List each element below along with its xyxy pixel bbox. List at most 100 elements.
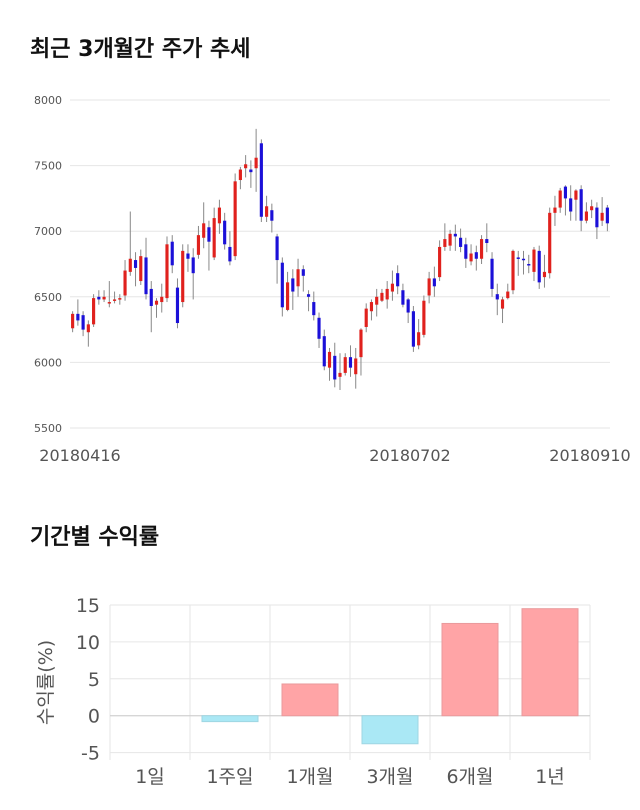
candle-body xyxy=(469,253,473,262)
candle-body xyxy=(107,302,111,304)
candle-body xyxy=(590,206,594,211)
candle-body xyxy=(149,288,153,306)
candle-body xyxy=(500,299,505,309)
candle-body xyxy=(280,262,284,308)
candle-body xyxy=(380,292,384,301)
candle-body xyxy=(160,296,164,303)
y-axis-label: 수익률(%) xyxy=(35,640,57,725)
candle-body xyxy=(563,186,568,199)
y-tick-label: 8000 xyxy=(34,94,62,107)
candle-body xyxy=(348,357,353,368)
candle-body xyxy=(548,212,552,274)
candle-body xyxy=(196,235,201,255)
x-category-label: 1일 xyxy=(135,766,165,788)
candle-body xyxy=(327,351,332,368)
candle-body xyxy=(354,358,358,375)
candle-body xyxy=(233,181,237,257)
x-category-label: 1주일 xyxy=(206,766,253,788)
candle-body xyxy=(144,257,148,295)
candle-body xyxy=(238,169,242,181)
candle-body xyxy=(574,190,578,200)
candle-body xyxy=(286,282,290,310)
candle-body xyxy=(228,246,232,262)
candle-body xyxy=(479,239,484,259)
candle-body xyxy=(270,210,274,221)
candle-body xyxy=(249,169,253,173)
candle-body xyxy=(223,220,227,245)
return-bar xyxy=(201,715,259,723)
candle-body xyxy=(558,190,562,208)
candle-body xyxy=(453,233,457,237)
candle-body xyxy=(170,241,174,266)
candle-body xyxy=(317,317,321,339)
candle-body xyxy=(427,278,431,296)
candle-body xyxy=(322,336,326,367)
y-tick-label: 7000 xyxy=(34,225,62,238)
candle-body xyxy=(553,207,557,213)
candle-body xyxy=(369,302,374,312)
candle-body xyxy=(542,271,547,278)
candle-body xyxy=(359,329,363,358)
candle-body xyxy=(244,164,248,169)
y-tick-label: 6500 xyxy=(34,291,62,304)
candle-body xyxy=(532,249,536,272)
x-category-label: 1개월 xyxy=(286,766,333,788)
candle-body xyxy=(375,296,379,305)
candle-body xyxy=(516,257,520,259)
y-tick-label: -5 xyxy=(81,743,100,765)
candle-body xyxy=(579,189,583,221)
candle-body xyxy=(265,206,269,217)
candle-body xyxy=(411,311,415,347)
candle-body xyxy=(154,300,159,305)
candle-body xyxy=(71,313,75,329)
x-category-label: 3개월 xyxy=(366,766,413,788)
candle-body xyxy=(511,250,515,291)
candle-body xyxy=(123,270,127,296)
candle-body xyxy=(485,239,489,244)
y-tick-label: 7500 xyxy=(34,160,62,173)
candle-body xyxy=(495,294,499,300)
candle-body xyxy=(422,300,426,335)
return-bar xyxy=(281,683,339,717)
candle-body xyxy=(76,313,80,321)
x-tick-label: 20180910 xyxy=(549,446,630,465)
candle-body xyxy=(474,252,478,259)
candle-body xyxy=(443,239,447,247)
candle-body xyxy=(92,298,96,325)
candle-body xyxy=(291,278,295,292)
candle-body xyxy=(212,218,216,258)
x-tick-label: 20180702 xyxy=(369,446,450,465)
candle-body xyxy=(175,287,180,324)
candle-body xyxy=(217,207,221,224)
candle-body xyxy=(595,207,599,228)
candle-body xyxy=(301,269,305,276)
candle-body xyxy=(186,253,190,259)
candle-body xyxy=(527,264,531,266)
candle-body xyxy=(81,315,85,330)
candle-body xyxy=(181,250,185,303)
y-tick-label: 10 xyxy=(76,632,100,654)
candle-body xyxy=(343,357,347,373)
period-returns-title: 기간별 수익률 xyxy=(30,525,160,550)
y-tick-label: 15 xyxy=(76,595,100,617)
price-candlestick-chart: 5500 6000 6500 7000 7500 8000 20180416 20180702… xyxy=(34,94,631,465)
y-tick-label: 0 xyxy=(88,706,100,728)
candle-body xyxy=(521,258,526,261)
return-bar xyxy=(521,608,579,717)
return-bar xyxy=(441,622,499,717)
candle-body xyxy=(312,302,316,316)
candle-body xyxy=(385,288,389,300)
candle-body xyxy=(133,260,138,268)
candle-body xyxy=(333,355,337,380)
candle-body xyxy=(605,207,609,224)
y-tick-label: 5500 xyxy=(34,422,62,435)
price-trend-title: 최근 3개월간 주가 추세 xyxy=(30,37,251,62)
candle-body xyxy=(306,294,311,297)
return-bar xyxy=(361,715,419,745)
candle-body xyxy=(537,250,541,283)
candle-body xyxy=(254,157,258,169)
x-tick-label: 20180416 xyxy=(39,446,120,465)
candle-body xyxy=(490,258,494,289)
candle-body xyxy=(459,237,463,247)
